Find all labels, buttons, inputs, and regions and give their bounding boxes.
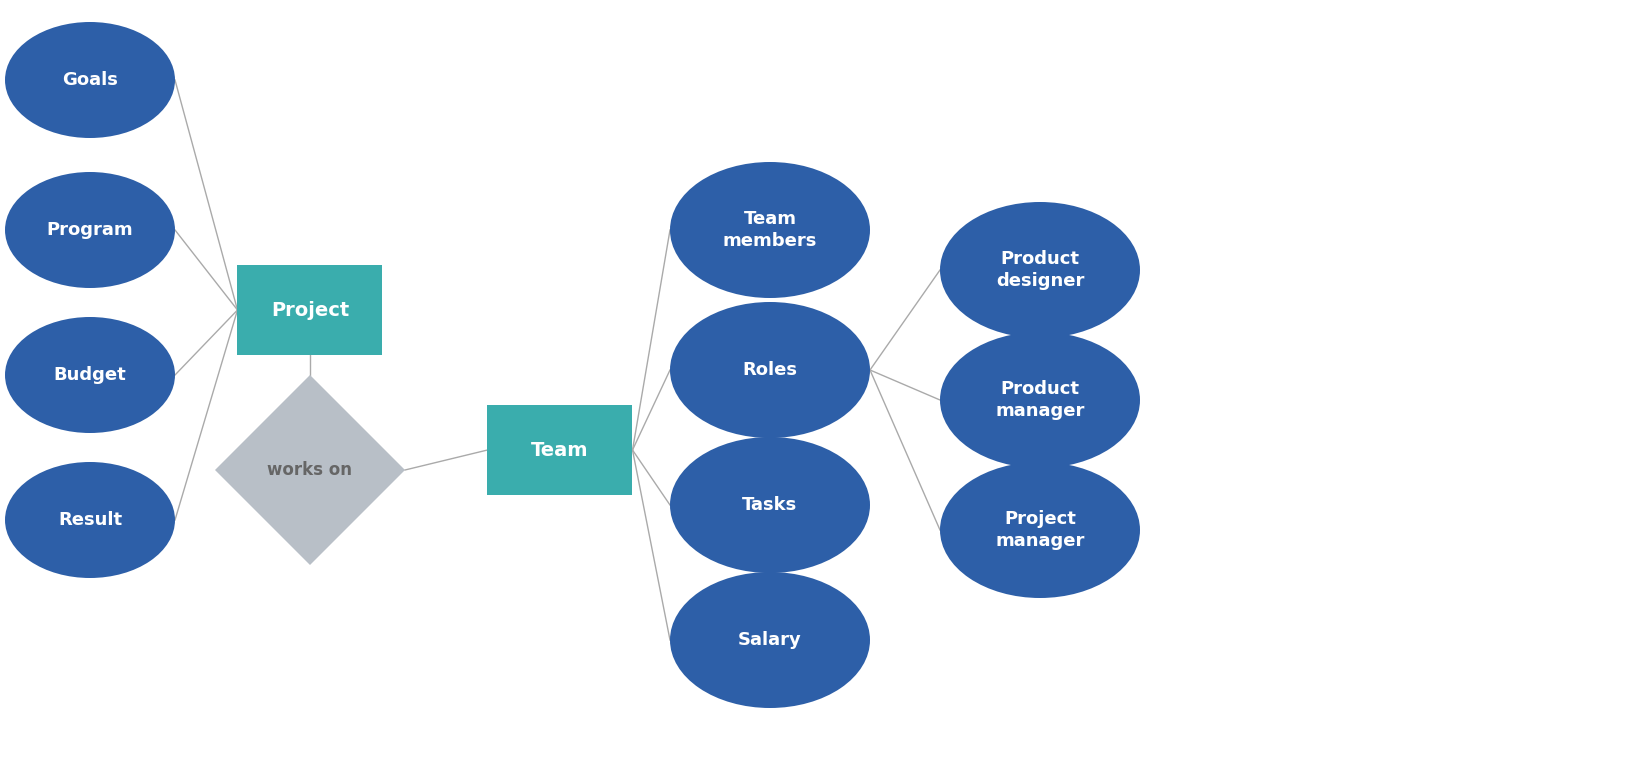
- Polygon shape: [215, 375, 405, 565]
- FancyBboxPatch shape: [487, 405, 633, 495]
- Text: works on: works on: [267, 461, 352, 479]
- Text: Program: Program: [46, 221, 133, 239]
- Ellipse shape: [5, 172, 175, 288]
- Text: Team: Team: [531, 440, 588, 460]
- Text: Roles: Roles: [742, 361, 797, 379]
- Text: Salary: Salary: [738, 631, 801, 649]
- Ellipse shape: [670, 162, 869, 298]
- FancyBboxPatch shape: [238, 265, 382, 355]
- Text: Goals: Goals: [62, 71, 118, 89]
- Ellipse shape: [939, 332, 1139, 468]
- Text: Project
manager: Project manager: [995, 510, 1083, 550]
- Text: Budget: Budget: [54, 366, 126, 384]
- Text: Project: Project: [270, 301, 349, 319]
- Text: Product
manager: Product manager: [995, 380, 1083, 420]
- Text: Team
members: Team members: [723, 210, 816, 250]
- Text: Tasks: Tasks: [742, 496, 797, 514]
- Text: Result: Result: [57, 511, 121, 529]
- Ellipse shape: [5, 22, 175, 138]
- Ellipse shape: [5, 462, 175, 578]
- Ellipse shape: [670, 302, 869, 438]
- Ellipse shape: [939, 462, 1139, 598]
- Text: Product
designer: Product designer: [995, 250, 1083, 290]
- Ellipse shape: [670, 572, 869, 708]
- Ellipse shape: [670, 437, 869, 573]
- Ellipse shape: [939, 202, 1139, 338]
- Ellipse shape: [5, 317, 175, 433]
